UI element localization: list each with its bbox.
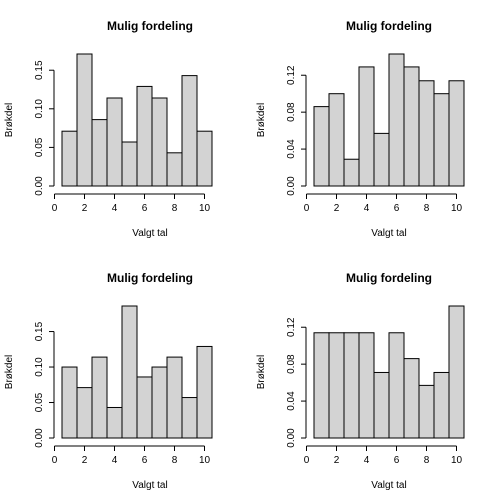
chart-title: Mulig fordeling — [107, 271, 193, 285]
y-tick-label: 0.05 — [34, 137, 45, 157]
y-tick-label: 0.12 — [286, 317, 297, 337]
x-tick-label: 8 — [172, 455, 178, 466]
x-tick-label: 8 — [424, 455, 430, 466]
x-tick-label: 4 — [364, 455, 370, 466]
histogram-bar — [448, 305, 465, 439]
y-tick-label: 0.00 — [34, 176, 45, 196]
histogram-bar — [151, 97, 168, 187]
x-tick-label: 0 — [52, 455, 58, 466]
x-tick-label: 10 — [199, 455, 211, 466]
histogram-bar — [181, 75, 198, 187]
histogram-bar — [343, 158, 360, 187]
histogram-bar — [328, 93, 345, 187]
histogram-bar — [151, 366, 168, 439]
y-tick-label: 0.15 — [34, 321, 45, 341]
y-tick-label: 0.15 — [34, 60, 45, 80]
x-tick-label: 6 — [142, 455, 148, 466]
histogram-bar — [313, 106, 330, 187]
x-axis-label: Valgt tal — [371, 480, 406, 491]
y-tick-label: 0.04 — [286, 391, 297, 411]
y-tick-label: 0.08 — [286, 102, 297, 122]
y-axis-label: Brøkdel — [256, 355, 267, 389]
y-axis-label: Brøkdel — [256, 103, 267, 137]
x-axis-label: Valgt tal — [371, 228, 406, 239]
histogram-bar — [196, 345, 213, 439]
panel-bottom-left: Mulig fordeling 0 2 4 6 8 10 0.00 0.05 0.10 0.15 Va… — [4, 271, 213, 491]
histogram-bar — [373, 132, 390, 187]
x-tick-label: 0 — [52, 203, 58, 214]
x-tick-label: 2 — [82, 455, 88, 466]
y-tick-label: 0.12 — [286, 65, 297, 85]
histogram-bar — [76, 387, 93, 439]
panel-top-left: Mulig fordeling 0 2 4 6 8 10 0.00 0.05 0.10 0.15 Va… — [4, 19, 213, 239]
histogram-bar — [388, 53, 405, 187]
y-tick-label: 0.05 — [34, 392, 45, 412]
x-tick-label: 2 — [334, 455, 340, 466]
x-axis-label: Valgt tal — [132, 480, 167, 491]
histogram-bar — [121, 305, 138, 439]
histogram-bar — [121, 141, 138, 187]
y-axis-label: Brøkdel — [4, 355, 15, 389]
histogram-bar — [106, 97, 123, 187]
chart-title: Mulig fordeling — [346, 19, 432, 33]
x-tick-label: 4 — [364, 203, 370, 214]
histogram-bar — [313, 332, 330, 439]
histogram-bar — [61, 130, 78, 187]
histogram-bar — [106, 406, 123, 439]
histogram-bar — [328, 332, 345, 439]
histogram-bar — [181, 397, 198, 439]
y-tick-label: 0.10 — [34, 357, 45, 377]
histogram-bar — [388, 332, 405, 439]
x-tick-label: 4 — [112, 203, 118, 214]
panel-bottom-right: Mulig fordeling 0 2 4 6 8 10 0.00 0.04 0.08 0.12 Va… — [256, 271, 465, 491]
histogram-bar — [358, 66, 375, 187]
histogram-bar — [433, 93, 450, 187]
histogram-bar — [418, 80, 435, 187]
y-axis-label: Brøkdel — [4, 103, 15, 137]
y-tick-label: 0.00 — [286, 428, 297, 448]
histogram-bar — [418, 384, 435, 439]
x-tick-label: 10 — [451, 455, 463, 466]
histogram-bar — [448, 80, 465, 187]
histogram-bar — [91, 119, 108, 187]
x-tick-label: 8 — [424, 203, 430, 214]
x-tick-label: 10 — [451, 203, 463, 214]
histogram-bar — [166, 356, 183, 439]
x-tick-label: 2 — [82, 203, 88, 214]
x-tick-label: 4 — [112, 455, 118, 466]
y-tick-label: 0.00 — [34, 428, 45, 448]
histogram-bar — [403, 66, 420, 187]
histogram-bar — [373, 371, 390, 439]
histogram-bar — [433, 371, 450, 439]
histogram-bar — [76, 53, 93, 187]
x-tick-label: 6 — [394, 203, 400, 214]
panel-top-right: Mulig fordeling 0 2 4 6 8 10 0.00 0.04 0.08 0.12 Va… — [256, 19, 465, 239]
histogram-bar — [136, 85, 153, 187]
histogram-bar — [166, 152, 183, 187]
x-tick-label: 2 — [334, 203, 340, 214]
histogram-bar — [91, 356, 108, 439]
histogram-bar — [403, 358, 420, 439]
x-tick-label: 10 — [199, 203, 211, 214]
chart-title: Mulig fordeling — [107, 19, 193, 33]
x-axis-label: Valgt tal — [132, 228, 167, 239]
x-tick-label: 8 — [172, 203, 178, 214]
histogram-bar — [343, 332, 360, 439]
x-tick-label: 6 — [142, 203, 148, 214]
y-tick-label: 0.08 — [286, 354, 297, 374]
x-tick-label: 0 — [304, 203, 310, 214]
y-tick-label: 0.10 — [34, 99, 45, 119]
y-tick-label: 0.00 — [286, 176, 297, 196]
histogram-bar — [61, 366, 78, 439]
x-tick-label: 0 — [304, 455, 310, 466]
y-tick-label: 0.04 — [286, 139, 297, 159]
histogram-bar — [136, 376, 153, 439]
histogram-bar — [196, 130, 213, 187]
chart-title: Mulig fordeling — [346, 271, 432, 285]
x-tick-label: 6 — [394, 455, 400, 466]
histogram-bar — [358, 332, 375, 439]
